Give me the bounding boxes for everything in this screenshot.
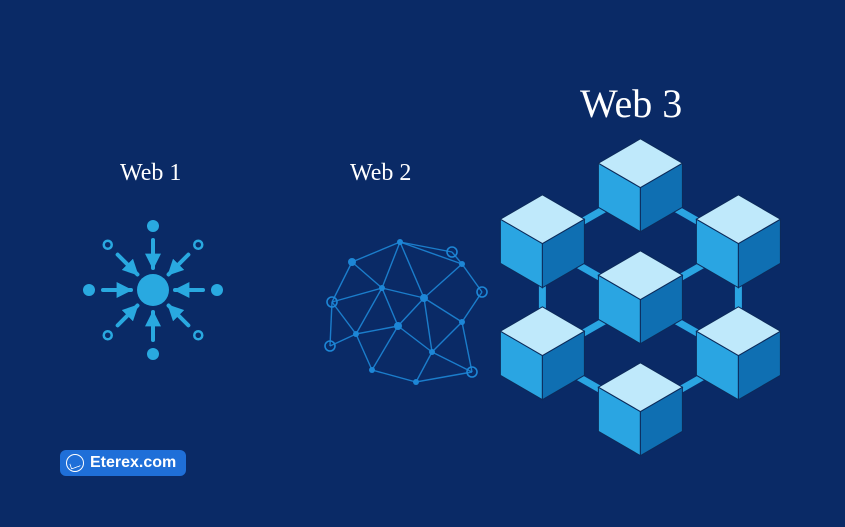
eterex-logo-icon (66, 454, 84, 472)
diagram-canvas: Web 1 Web 2 Web 3 Eterex.com (0, 0, 845, 527)
web3-diagram (450, 96, 831, 505)
web1-diagram (81, 218, 225, 362)
watermark-badge: Eterex.com (60, 450, 186, 476)
web1-label: Web 1 (120, 160, 181, 187)
web2-label: Web 2 (350, 160, 411, 187)
watermark-text: Eterex.com (90, 454, 176, 472)
